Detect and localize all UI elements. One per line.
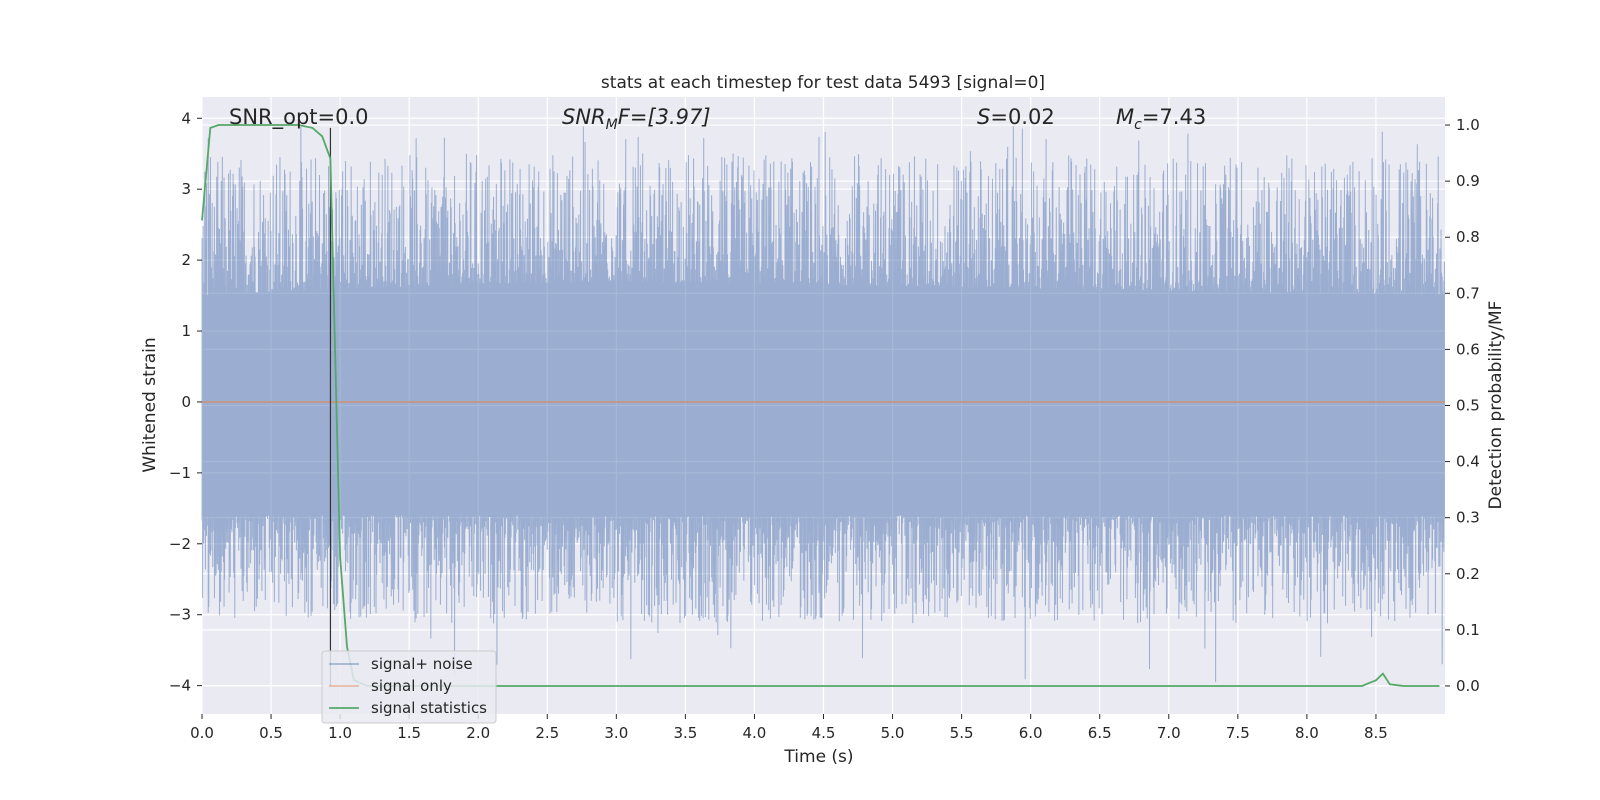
y-tick-label-6: −2	[169, 535, 191, 553]
y-right-tick-label-3: 0.7	[1456, 284, 1480, 302]
annotation-snr-mf-sub: M	[606, 117, 618, 133]
x-tick-label-9: 4.5	[812, 724, 836, 742]
y-tick-label-0: 4	[181, 109, 191, 127]
legend-entry-signal-statistics: signal statistics	[329, 699, 487, 717]
x-tick-label-13: 6.5	[1088, 724, 1112, 742]
x-tick-label-6: 3.0	[604, 724, 628, 742]
x-tick-label-16: 8.0	[1295, 724, 1319, 742]
series-signal-noise	[201, 126, 1445, 683]
annotation-s-symbol: S	[977, 105, 990, 129]
y-axis-label: Whitened strain	[140, 337, 160, 472]
x-axis-ticks: 0.0 0.5 1.0 1.5 2.0 2.5 3.0 3.5 4.0 4.5 5.0 5.5 6.0 6…	[190, 714, 1388, 742]
x-tick-label-5: 2.5	[535, 724, 559, 742]
annotations: SNR_opt=0.0 SNRMF=[3.97] S=0.02 Mc=7.43	[229, 105, 1206, 133]
x-tick-label-4: 2.0	[466, 724, 490, 742]
x-tick-label-3: 1.5	[397, 724, 421, 742]
legend-box	[321, 650, 497, 724]
y-tick-label-1: 3	[181, 180, 191, 198]
y-tick-label-4: 0	[181, 393, 191, 411]
x-tick-label-12: 6.0	[1019, 724, 1043, 742]
annotation-s-value: =0.02	[990, 105, 1054, 129]
y-right-tick-label-1: 0.9	[1456, 172, 1480, 190]
legend-label-signal-statistics: signal statistics	[371, 699, 487, 717]
y-right-tick-label-10: 0.0	[1456, 677, 1480, 695]
chart-title: stats at each timestep for test data 549…	[601, 73, 1045, 93]
annotation-mc: Mc=7.43	[1116, 105, 1206, 133]
legend-entry-signal-only: signal only	[329, 677, 452, 695]
annotation-mc-value: =7.43	[1142, 105, 1206, 129]
y-right-tick-label-2: 0.8	[1456, 228, 1480, 246]
legend: signal+ noise signal only signal statist…	[321, 650, 497, 724]
annotation-snr-mf: SNRMF=[3.97]	[562, 105, 711, 133]
x-tick-label-17: 8.5	[1364, 724, 1388, 742]
y-right-tick-label-9: 0.1	[1456, 621, 1480, 639]
y-right-tick-label-8: 0.2	[1456, 565, 1480, 583]
x-tick-label-11: 5.5	[950, 724, 974, 742]
x-tick-label-14: 7.0	[1157, 724, 1181, 742]
y-right-tick-label-4: 0.6	[1456, 340, 1480, 358]
legend-label-signal-only: signal only	[371, 677, 452, 695]
x-tick-label-8: 4.0	[743, 724, 767, 742]
y-axis-right-ticks: 1.0 0.9 0.8 0.7 0.6 0.5 0.4 0.3 0.2 0.1 0.0	[1445, 116, 1480, 695]
y-tick-label-7: −3	[169, 606, 191, 624]
annotation-snr-opt: SNR_opt=0.0	[229, 105, 369, 130]
y-tick-label-5: −1	[169, 464, 191, 482]
annotation-mc-sub: c	[1134, 117, 1142, 133]
y-axis-right-label: Detection probability/MF	[1486, 301, 1506, 510]
x-axis-label: Time (s)	[783, 747, 853, 767]
y-right-tick-label-5: 0.5	[1456, 397, 1480, 415]
x-tick-label-0: 0.0	[190, 724, 214, 742]
y-right-tick-label-7: 0.3	[1456, 509, 1480, 527]
y-tick-label-2: 2	[181, 251, 191, 269]
annotation-snr-mf-tail: F=[3.97]	[618, 105, 711, 129]
x-tick-label-15: 7.5	[1226, 724, 1250, 742]
y-tick-label-3: 1	[181, 322, 191, 340]
y-tick-label-8: −4	[169, 677, 191, 695]
plot-area: 0.0 0.5 1.0 1.5 2.0 2.5 3.0 3.5 4.0 4.5 5.0 5.5 6.0 6…	[169, 97, 1480, 742]
x-tick-label-2: 1.0	[328, 724, 352, 742]
x-tick-label-7: 3.5	[673, 724, 697, 742]
y-right-tick-label-6: 0.4	[1456, 453, 1480, 471]
legend-label-signal-noise: signal+ noise	[371, 655, 473, 673]
annotation-s-stat: S=0.02	[977, 105, 1055, 129]
annotation-snr-mf-main: SNR	[562, 105, 606, 129]
legend-entry-signal-noise: signal+ noise	[329, 655, 473, 673]
x-tick-label-1: 0.5	[259, 724, 283, 742]
annotation-mc-symbol: M	[1116, 105, 1134, 129]
x-tick-label-10: 5.0	[881, 724, 905, 742]
y-right-tick-label-0: 1.0	[1456, 116, 1480, 134]
y-axis-ticks: 4 3 2 1 0 −1 −2 −3 −4	[169, 109, 202, 695]
